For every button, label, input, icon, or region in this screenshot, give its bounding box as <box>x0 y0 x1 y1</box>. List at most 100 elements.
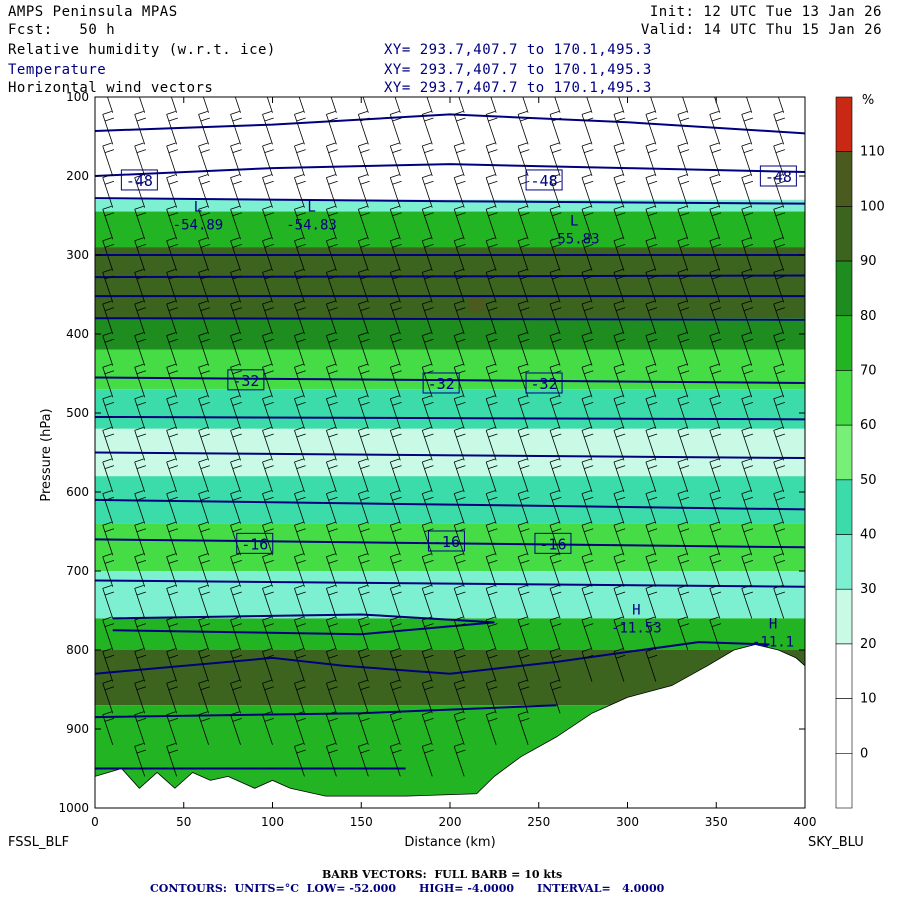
wind-barb-94 <box>230 332 242 366</box>
wind-barb-125 <box>262 648 274 682</box>
wind-barb-444 <box>773 458 786 493</box>
wind-barb-416 <box>741 111 754 145</box>
colorbar-swatch-4 <box>835 315 853 371</box>
x-tick-label-0: 0 <box>91 815 99 829</box>
wind-barb-373 <box>645 490 658 524</box>
wind-barb-239 <box>453 111 466 145</box>
wind-barb-42 <box>134 743 147 777</box>
wind-barb-161 <box>326 427 338 461</box>
wind-barb-190 <box>357 648 370 682</box>
contour-label-3: -32 <box>232 372 259 390</box>
wind-barb-38 <box>134 616 147 651</box>
contour-label-0: -48 <box>126 172 153 190</box>
wind-barb-8 <box>102 332 115 366</box>
wind-barb-78 <box>198 490 210 524</box>
wind-barb-141 <box>294 490 306 524</box>
wind-barb-342 <box>613 111 626 145</box>
barb-legend: BARB VECTORS: FULL BARB = 10 kts <box>322 868 563 881</box>
wind-barb-326 <box>581 205 594 240</box>
wind-barb-90 <box>230 205 242 240</box>
y-tick-label-3: 400 <box>66 327 89 341</box>
wind-barb-122 <box>262 553 274 587</box>
wind-barb-142 <box>294 521 306 556</box>
wind-barb-81 <box>198 585 210 619</box>
wind-barb-286 <box>517 237 530 271</box>
wind-barb-237 <box>421 743 434 777</box>
extremum-symbol-0: L <box>194 200 202 216</box>
wind-barb-361 <box>645 111 658 145</box>
wind-barb-228 <box>421 458 434 493</box>
wind-barb-348 <box>613 300 626 335</box>
wind-barb-430 <box>741 553 754 587</box>
wind-barb-328 <box>581 269 594 303</box>
wind-barb-169 <box>326 679 338 714</box>
wind-barb-80 <box>198 553 210 587</box>
wind-barb-53 <box>166 395 178 429</box>
wind-barb-345 <box>613 205 626 240</box>
wind-barb-412 <box>709 553 722 587</box>
wind-barb-338 <box>581 585 594 619</box>
wind-barb-44 <box>166 111 178 145</box>
wind-barb-253 <box>453 553 466 587</box>
wind-barb-314 <box>549 458 562 493</box>
wind-barb-254 <box>453 585 466 619</box>
wind-barb-184 <box>357 458 370 493</box>
wind-barb-211 <box>389 616 402 651</box>
wind-barb-265 <box>485 237 498 271</box>
wind-barb-423 <box>741 332 754 366</box>
wind-barb-248 <box>453 395 466 429</box>
wind-barb-22 <box>134 111 147 145</box>
wind-barb-145 <box>294 616 306 651</box>
wind-barb-59 <box>166 585 178 619</box>
wind-barb-238 <box>458 97 465 113</box>
wind-barb-440 <box>773 332 786 366</box>
wind-barb-104 <box>230 648 242 682</box>
wind-barb-10 <box>102 395 115 429</box>
wind-barb-167 <box>326 616 338 651</box>
wind-barb-414 <box>709 616 722 651</box>
wind-barb-262 <box>485 142 498 177</box>
wind-barb-92 <box>230 269 242 303</box>
y-axis-label: Pressure (hPa) <box>39 408 54 501</box>
wind-barb-29 <box>134 332 147 366</box>
temp-contour-11 <box>95 538 805 549</box>
wind-barb-147 <box>294 679 306 714</box>
wind-barb-209 <box>389 553 402 587</box>
extremum-value-3: -11.53 <box>611 620 662 636</box>
wind-barb-126 <box>262 679 274 714</box>
wind-barb-257 <box>453 679 466 714</box>
field-name-rh: Relative humidity (w.r.t. ice) <box>8 42 276 58</box>
x-tick-label-2: 100 <box>261 815 284 829</box>
wind-barb-446 <box>773 521 786 556</box>
wind-barb-79 <box>198 521 210 556</box>
wind-barb-428 <box>741 490 754 524</box>
terrain-profile <box>95 644 805 808</box>
wind-barb-339 <box>581 616 594 651</box>
wind-barb-224 <box>421 332 434 366</box>
wind-barb-50 <box>166 300 178 335</box>
wind-barb-127 <box>262 711 274 745</box>
wind-barb-442 <box>773 395 786 429</box>
wind-barb-250 <box>453 458 466 493</box>
wind-barb-203 <box>389 363 402 398</box>
y-tick-label-1: 200 <box>66 169 89 183</box>
wind-barb-398 <box>709 111 722 145</box>
wind-barb-402 <box>709 237 722 271</box>
wind-barb-240 <box>453 142 466 177</box>
wind-barb-164 <box>326 521 338 556</box>
rh-layer-2 <box>95 211 805 248</box>
rh-layer-8 <box>95 476 805 524</box>
temp-contour-14 <box>95 641 770 675</box>
wind-barb-159 <box>326 363 338 398</box>
rh-max-spot <box>467 294 486 313</box>
wind-barb-307 <box>549 237 562 271</box>
x-tick-label-1: 50 <box>176 815 191 829</box>
wind-barb-236 <box>421 711 434 745</box>
wind-barb-216 <box>426 97 433 113</box>
wind-barb-329 <box>581 300 594 335</box>
wind-barb-63 <box>166 711 178 745</box>
wind-barb-421 <box>741 269 754 303</box>
field-xy-rh: XY= 293.7,407.7 to 170.1,495.3 <box>384 42 652 58</box>
wind-barb-106 <box>230 711 242 745</box>
wind-barb-163 <box>326 490 338 524</box>
